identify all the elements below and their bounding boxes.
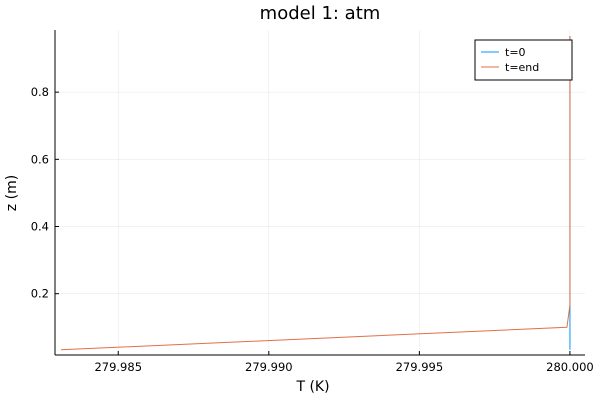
x-tick-label: 279.990 xyxy=(245,360,293,374)
tick-labels: 279.985 279.990 279.995 280.000 0.2 0.4 0.6 0.8 xyxy=(31,85,594,374)
y-tick-label: 0.4 xyxy=(31,220,49,234)
y-tick-label: 0.6 xyxy=(31,152,49,166)
axes xyxy=(54,30,585,356)
legend-box xyxy=(474,39,573,81)
legend-label: t=end xyxy=(505,61,539,74)
x-tick-label: 279.995 xyxy=(396,360,444,374)
x-axis-title: T (K) xyxy=(295,379,329,395)
series-line-t-end xyxy=(60,36,571,351)
legend: t=0 t=end xyxy=(474,39,573,81)
legend-label: t=0 xyxy=(505,46,526,59)
y-tick-label: 0.8 xyxy=(31,85,49,99)
x-tick-label: 279.985 xyxy=(94,360,142,374)
y-axis-title: z (m) xyxy=(4,175,20,211)
x-tick-label: 280.000 xyxy=(546,360,594,374)
y-tick-label: 0.2 xyxy=(31,287,49,301)
chart-title: model 1: atm xyxy=(260,3,381,24)
series-lines xyxy=(60,36,571,351)
